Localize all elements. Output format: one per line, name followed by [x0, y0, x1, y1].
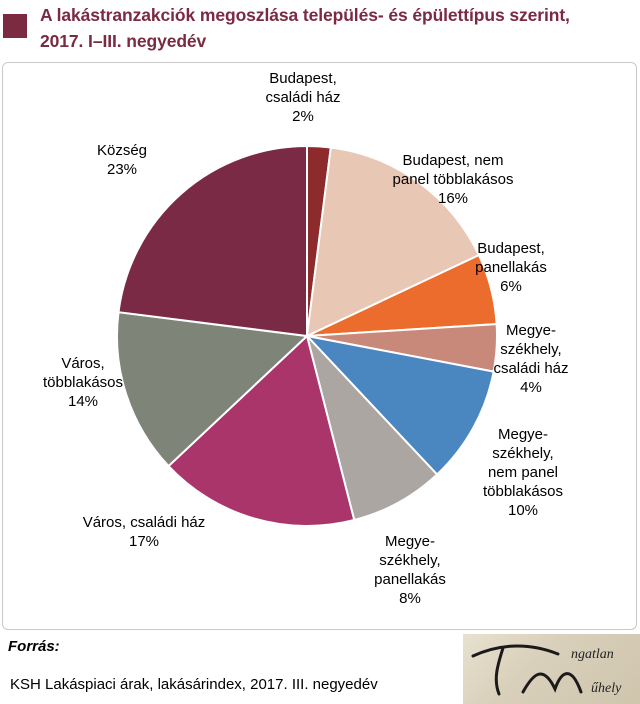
- slice-label-6-line-0: Város, családi ház: [83, 514, 206, 531]
- slice-label-3: Megye-székhely, családi ház 4%: [493, 322, 568, 396]
- slice-label-8-line-0: Község: [97, 142, 147, 159]
- pie-slice-6: [167, 334, 356, 527]
- slice-label-4-line-3: többlakásos: [483, 483, 563, 500]
- logo-signature-icon: ngatlan űhely: [471, 644, 622, 696]
- slice-label-3-line-1: székhely,: [500, 341, 561, 358]
- slice-label-5-line-2: panellakás: [374, 571, 446, 588]
- svg-text:ngatlan: ngatlan: [571, 647, 614, 662]
- chart-panel: Budapest, családi ház 2% Budapest, nem panel…: [2, 62, 637, 630]
- slice-label-2-line-0: Budapest,: [477, 240, 545, 257]
- slice-label-2-line-1: panellakás: [475, 259, 547, 276]
- slice-label-4-line-1: székhely,: [492, 445, 553, 462]
- slice-label-7: Város, többlakásos 14%: [43, 355, 123, 410]
- slice-label-6-line-1: 17%: [129, 533, 159, 550]
- slice-label-0-line-2: 2%: [292, 108, 314, 125]
- slice-label-8-line-1: 23%: [107, 161, 137, 178]
- chart-title-line-1: A lakástranzakciók megoszlása település-…: [40, 5, 570, 25]
- slice-label-0: Budapest, családi ház 2%: [265, 70, 340, 125]
- slice-label-1: Budapest, nem panel többlakásos 16%: [393, 152, 514, 207]
- slice-label-1-line-1: panel többlakásos: [393, 171, 514, 188]
- pie-slice-4: [304, 334, 495, 476]
- source-text: KSH Lakáspiaci árak, lakásárindex, 2017.…: [10, 676, 378, 693]
- pie-slice-7: [116, 311, 310, 468]
- title-marker: [3, 14, 27, 38]
- chart-title: A lakástranzakciók megoszlása település-…: [40, 2, 640, 54]
- slice-label-7-line-1: többlakásos: [43, 374, 123, 391]
- slice-label-3-line-0: Megye-: [506, 322, 556, 339]
- slice-label-3-line-2: családi ház: [493, 360, 568, 377]
- slice-label-4-line-2: nem panel: [488, 464, 558, 481]
- chart-title-line-2: 2017. I–III. negyedév: [40, 31, 207, 51]
- slice-label-0-line-1: családi ház: [265, 89, 340, 106]
- pie-slice-1: [305, 146, 481, 338]
- svg-text:űhely: űhely: [591, 681, 622, 696]
- source-label: Forrás:: [8, 638, 60, 655]
- pie-chart: Budapest, családi ház 2% Budapest, nem panel…: [43, 70, 569, 607]
- slice-label-5: Megye-székhely, panellakás 8%: [374, 533, 446, 607]
- slice-label-4-line-0: Megye-: [498, 426, 548, 443]
- slice-label-0-line-0: Budapest,: [269, 70, 337, 87]
- slice-label-2-line-2: 6%: [500, 278, 522, 295]
- pie-slice-5: [306, 335, 439, 522]
- slice-label-5-line-1: székhely,: [379, 552, 440, 569]
- slice-label-4-line-4: 10%: [508, 502, 538, 519]
- slice-label-1-line-0: Budapest, nem: [403, 152, 504, 169]
- slice-label-1-line-2: 16%: [438, 190, 468, 207]
- slice-label-3-line-3: 4%: [520, 379, 542, 396]
- brand-logo: ngatlan űhely: [463, 634, 640, 704]
- slice-label-5-line-3: 8%: [399, 590, 421, 607]
- slice-label-7-line-2: 14%: [68, 393, 98, 410]
- slice-label-6: Város, családi ház 17%: [83, 514, 206, 550]
- slice-label-4: Megye-székhely, nem panel többlakásos 10%: [483, 426, 563, 519]
- slice-label-8: Község 23%: [97, 142, 147, 178]
- slice-label-2: Budapest, panellakás 6%: [475, 240, 547, 295]
- slice-label-7-line-0: Város,: [61, 355, 104, 372]
- chart-header: A lakástranzakciók megoszlása település-…: [0, 0, 640, 58]
- pie-slice-8: [117, 144, 308, 338]
- slice-label-5-line-0: Megye-: [385, 533, 435, 550]
- source-footer: Forrás: KSH Lakáspiaci árak, lakásárinde…: [0, 632, 640, 704]
